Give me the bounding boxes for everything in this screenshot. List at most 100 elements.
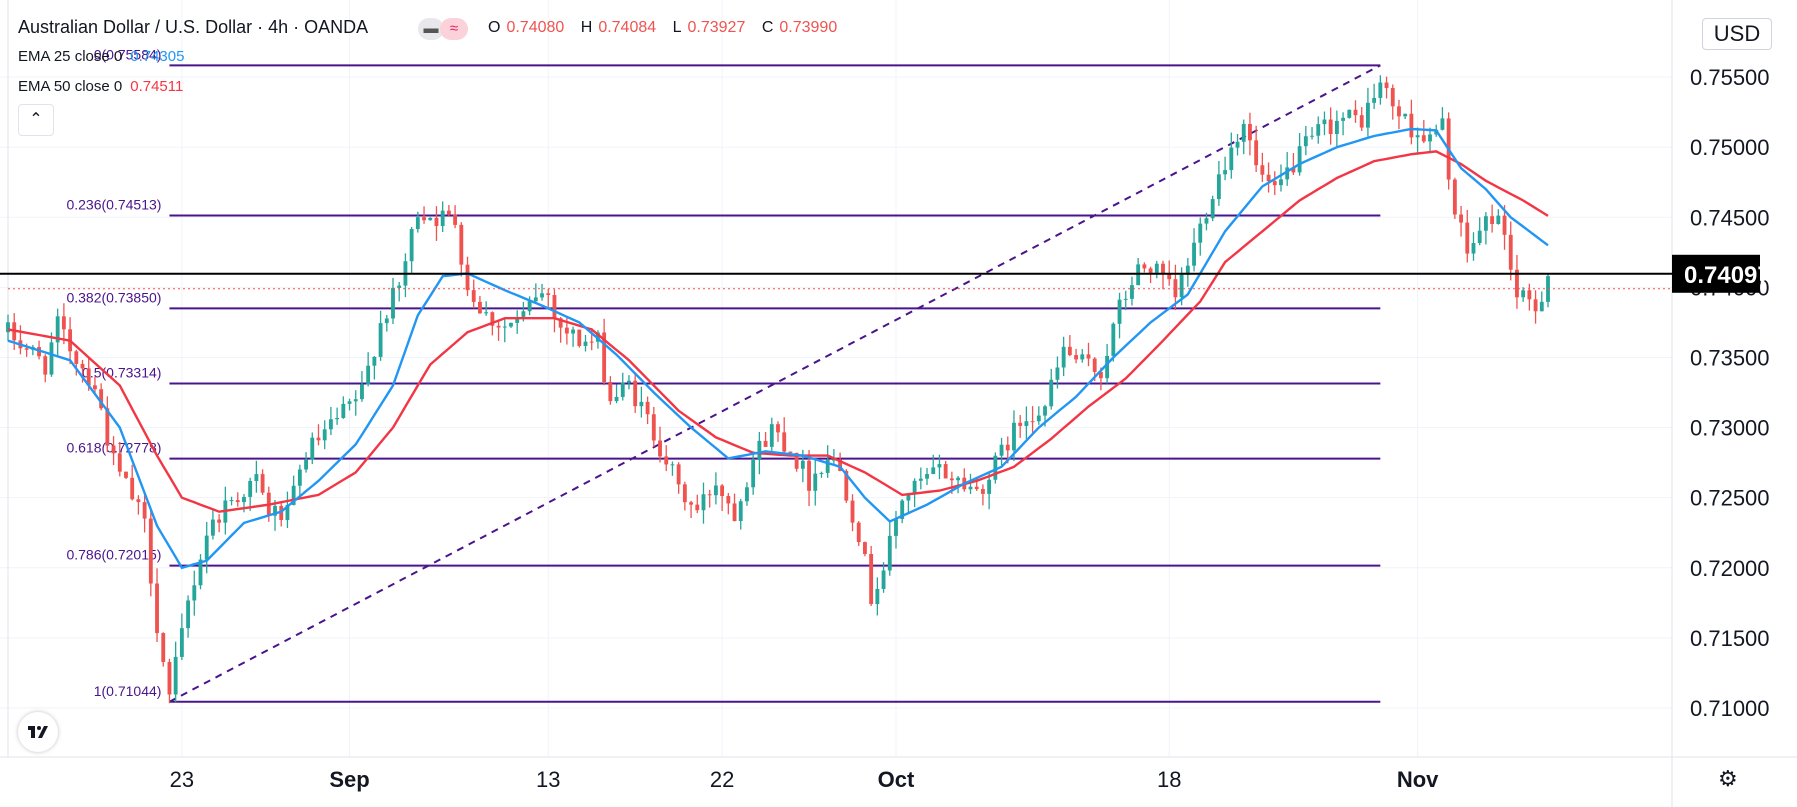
fib-level-label: 0(0.75584) (94, 46, 162, 62)
candle-body (148, 518, 153, 584)
minus-icon[interactable]: ▬ (418, 18, 444, 40)
candle-body (74, 351, 79, 364)
gear-icon[interactable]: ⚙ (1718, 766, 1738, 791)
candle-body (863, 542, 867, 554)
candle-body (6, 322, 10, 333)
candle-body (99, 389, 104, 409)
candle-body (434, 217, 439, 227)
candle-body (707, 494, 712, 496)
candle-body (1303, 136, 1308, 147)
candle-body (1527, 290, 1532, 300)
candle-body (794, 452, 799, 469)
candle-body (943, 464, 948, 479)
candle-body (533, 297, 538, 302)
candle-body (993, 455, 998, 480)
broker: OANDA (304, 17, 369, 37)
candle-body (515, 316, 520, 323)
candle-body (1012, 422, 1016, 451)
candle-body (1533, 299, 1538, 312)
candle-body (763, 440, 768, 447)
candle-body (335, 417, 340, 420)
candle-body (931, 467, 936, 475)
candle-body (291, 485, 296, 505)
candle-body (831, 459, 836, 461)
candle-body (1229, 147, 1234, 171)
candle-body (1465, 222, 1470, 254)
candle-body (372, 356, 377, 366)
candle-body (80, 363, 85, 369)
ohlc-readout: O 0.74080 H 0.74084 L 0.73927 C 0.73990 (488, 19, 849, 37)
candle-body (664, 456, 669, 465)
candle-body (117, 453, 122, 472)
price-axis-label: 0.74500 (1690, 205, 1770, 230)
price-axis-label: 0.73000 (1690, 416, 1770, 441)
timeframe[interactable]: 4h (268, 17, 289, 37)
candle-body (558, 318, 563, 328)
candle-body (540, 293, 544, 298)
candle-body (1347, 109, 1352, 118)
candle-body (316, 437, 321, 441)
indicator-toggle-pills[interactable]: ▬ ≈ (418, 18, 470, 40)
time-axis-label: Sep (329, 767, 369, 792)
candle-body (980, 489, 985, 494)
candle-body (459, 224, 464, 265)
candle-body (502, 326, 507, 328)
candle-body (844, 470, 849, 501)
candle-body (304, 459, 308, 470)
price-label-value: 0.74097 (1684, 262, 1771, 289)
candle-body (1111, 323, 1116, 356)
candle-body (1248, 123, 1252, 141)
candle-body (279, 505, 284, 521)
candle-body (1080, 354, 1085, 360)
currency-button[interactable]: USD (1702, 18, 1772, 50)
ema50-legend[interactable]: EMA 50 close 0 0.74511 (18, 78, 183, 95)
candle-body (242, 496, 246, 503)
candle-body (1266, 174, 1271, 182)
fib-level-label: 0.786(0.72015) (66, 547, 161, 563)
candle-body (689, 502, 693, 505)
candle-body (546, 293, 551, 296)
price-axis-label: 0.71500 (1690, 626, 1770, 651)
candle-body (1074, 355, 1078, 360)
candle-body (1117, 299, 1122, 324)
tradingview-logo[interactable] (18, 712, 58, 752)
candle-body (713, 485, 718, 496)
candle-body (751, 459, 756, 488)
candle-body (1148, 268, 1153, 273)
candle-body (918, 478, 923, 481)
candle-body (682, 484, 687, 503)
candle-body (1223, 170, 1228, 175)
candle-body (1204, 218, 1209, 224)
candle-body (856, 522, 861, 543)
candle-body (1440, 118, 1445, 130)
candle-body (850, 500, 855, 523)
candle-body (577, 329, 582, 346)
candle-body (167, 662, 172, 695)
candle-body (1334, 120, 1339, 135)
candle-body (776, 424, 780, 433)
time-axis-label: 18 (1157, 767, 1181, 792)
price-label-badge (1672, 254, 1760, 293)
candle-body (496, 325, 501, 328)
candle-body (1005, 444, 1010, 451)
symbol-name[interactable]: Australian Dollar / U.S. Dollar (18, 17, 253, 37)
candle-body (453, 214, 458, 225)
candle-body (1508, 234, 1513, 270)
candle-body (1210, 199, 1215, 219)
ema50-label: EMA 50 close 0 (18, 78, 123, 95)
ema25-legend[interactable]: EMA 25 close 0 0.74305 (18, 48, 184, 65)
compare-icon[interactable]: ≈ (440, 18, 468, 40)
candle-body (1477, 230, 1482, 243)
candle-body (676, 464, 681, 485)
candle-body (1397, 106, 1401, 117)
candle-body (1018, 422, 1023, 426)
candle-body (701, 494, 706, 511)
chevron-up-icon[interactable]: ⌃ (18, 104, 54, 136)
candle-body (1241, 123, 1246, 142)
candle-body (155, 583, 159, 634)
candle-body (61, 316, 66, 330)
candle-body (1272, 181, 1277, 186)
ohlc-low: L 0.73927 (672, 19, 746, 36)
